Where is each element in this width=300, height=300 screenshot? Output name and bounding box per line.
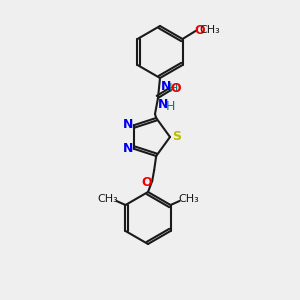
Text: O: O bbox=[171, 82, 181, 95]
Text: H: H bbox=[168, 82, 178, 94]
Text: CH₃: CH₃ bbox=[97, 194, 118, 204]
Text: S: S bbox=[172, 130, 182, 142]
Text: H: H bbox=[166, 100, 175, 113]
Text: CH₃: CH₃ bbox=[178, 194, 199, 204]
Text: O: O bbox=[142, 176, 152, 188]
Text: N: N bbox=[123, 118, 133, 131]
Text: N: N bbox=[158, 98, 169, 112]
Text: O: O bbox=[194, 23, 205, 37]
Text: CH₃: CH₃ bbox=[199, 25, 220, 35]
Text: N: N bbox=[161, 80, 171, 92]
Text: N: N bbox=[123, 142, 133, 155]
